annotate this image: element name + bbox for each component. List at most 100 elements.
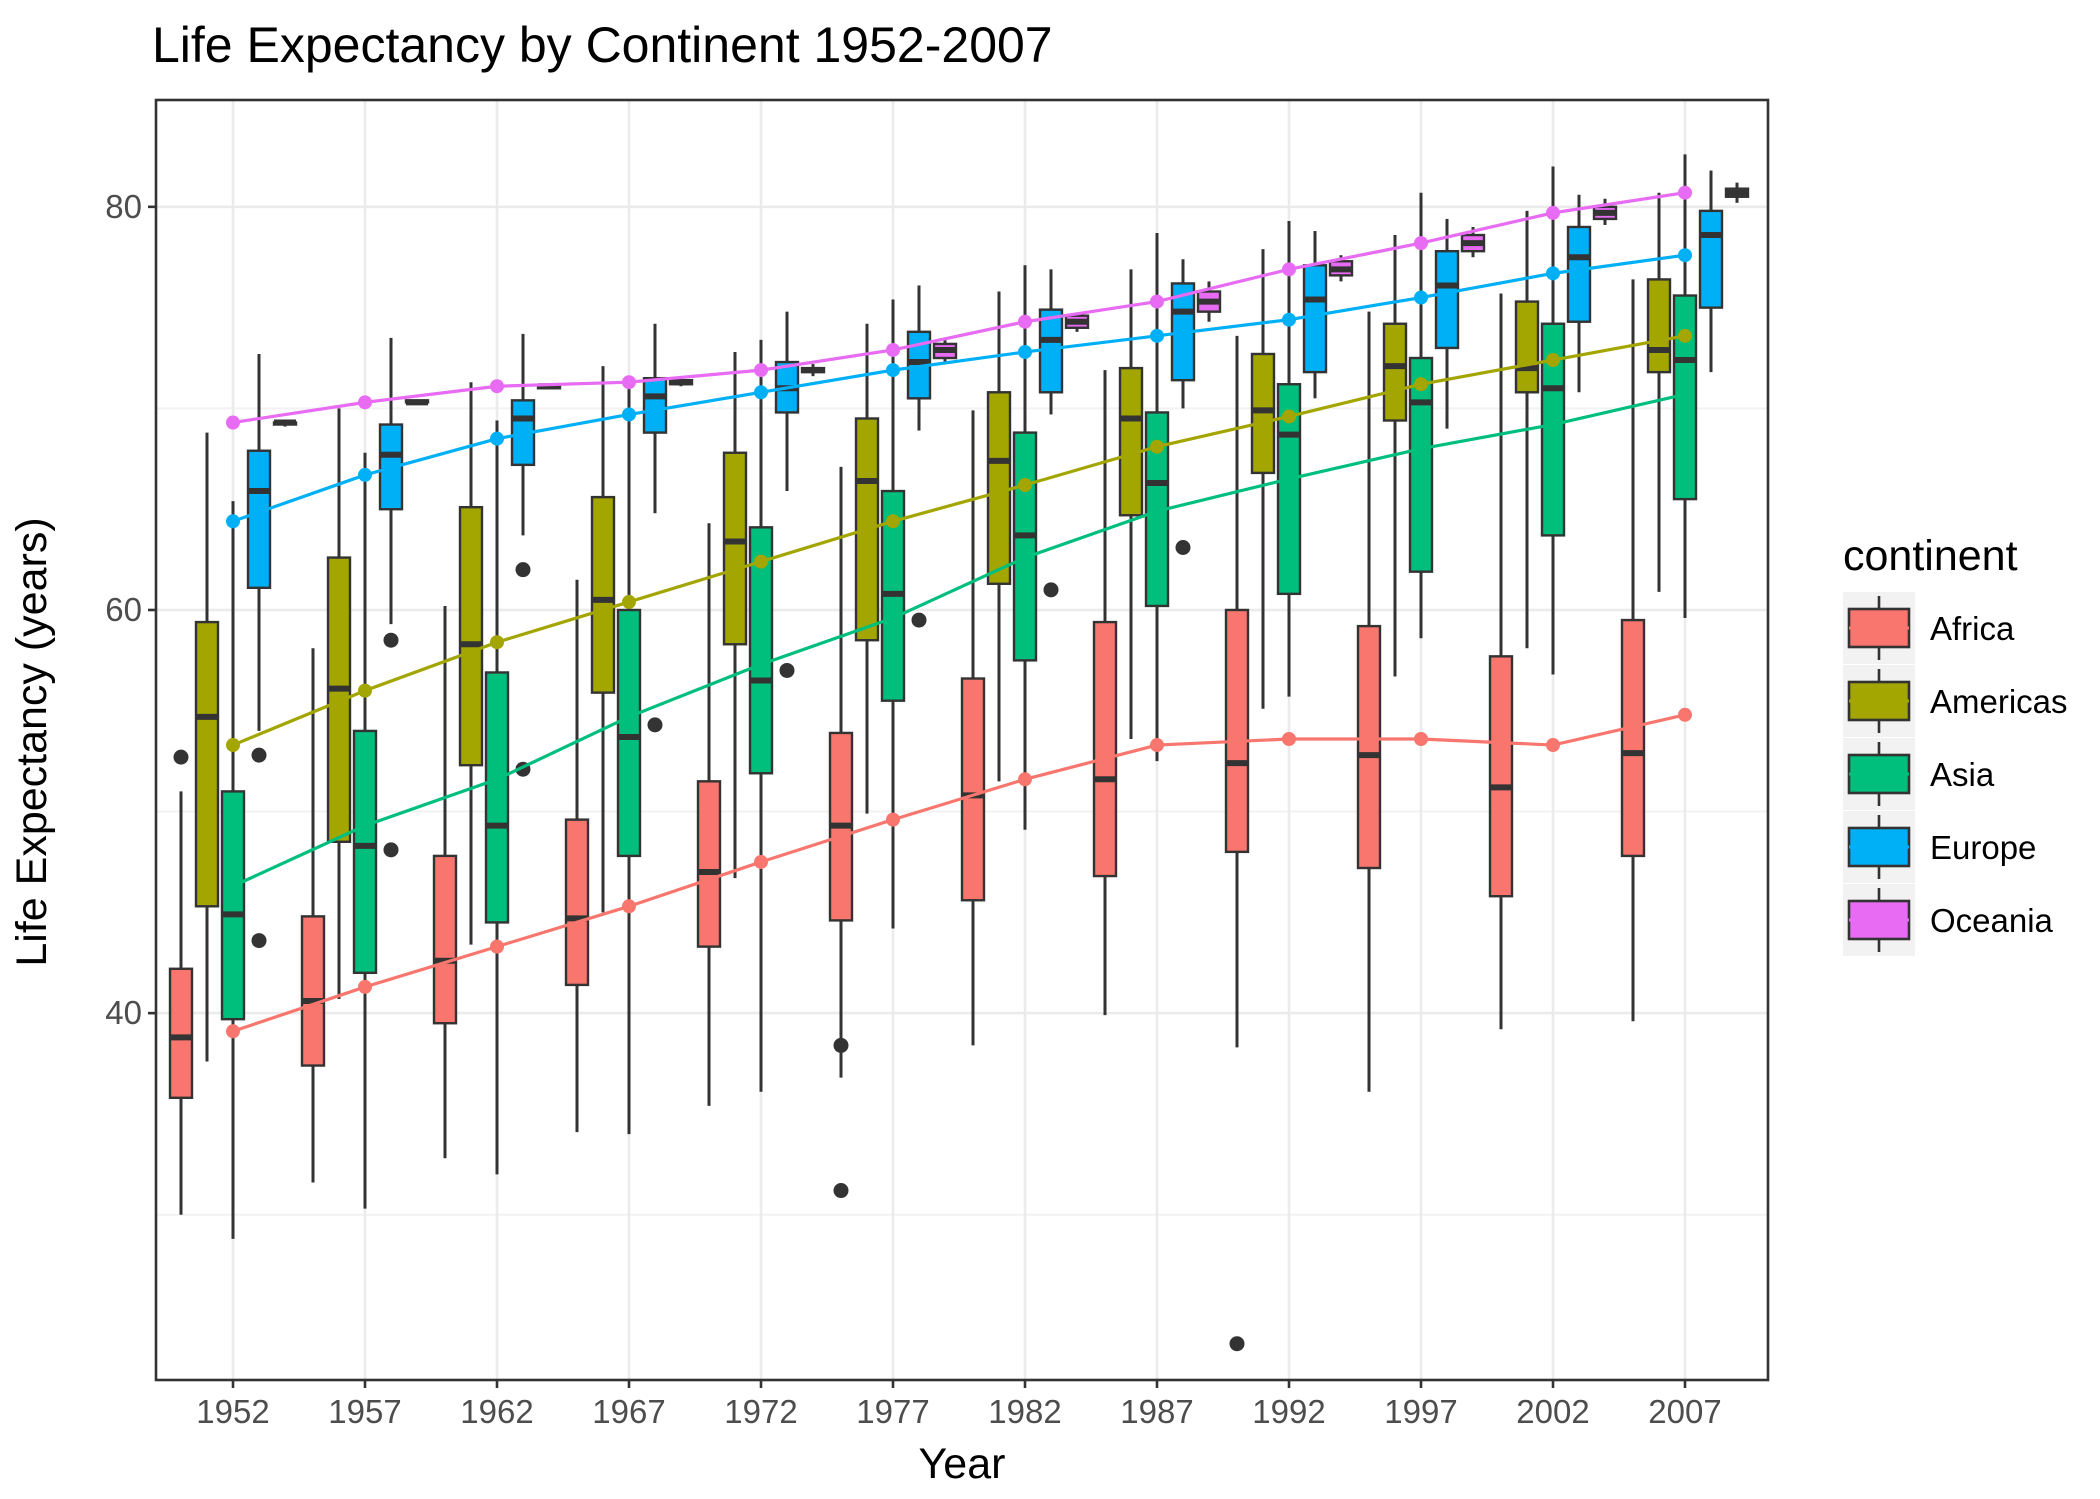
- mean-point-europe: [358, 467, 372, 482]
- boxplot-europe-1967: [642, 323, 668, 733]
- boxplot-asia-1967: [616, 380, 642, 1135]
- box-iqr: [484, 671, 510, 924]
- legend-label: Africa: [1930, 610, 2015, 647]
- box-iqr: [352, 729, 378, 975]
- box-iqr: [1698, 209, 1724, 309]
- chart-title: Life Expectancy by Continent 1952-2007: [152, 17, 1053, 73]
- mean-point-africa: [1282, 731, 1296, 746]
- x-tick-label: 1977: [856, 1393, 929, 1430]
- x-tick-label: 1992: [1252, 1393, 1325, 1430]
- x-tick-label: 2002: [1516, 1393, 1589, 1430]
- mean-point-americas: [1150, 439, 1164, 454]
- mean-point-asia: [226, 879, 240, 894]
- mean-point-asia: [1018, 550, 1032, 565]
- boxplot-asia-1977: [880, 299, 906, 929]
- outlier-point: [383, 632, 399, 648]
- boxplot-americas-1987: [1118, 269, 1144, 739]
- box-iqr: [1566, 225, 1592, 323]
- mean-point-africa: [1150, 738, 1164, 753]
- mean-point-americas: [226, 738, 240, 753]
- mean-point-americas: [1414, 377, 1428, 392]
- outlier-point: [911, 612, 927, 628]
- mean-line-americas: [232, 334, 1686, 747]
- mean-point-asia: [1546, 417, 1560, 432]
- mean-point-oceania: [1414, 236, 1428, 251]
- mean-point-africa: [1414, 731, 1428, 746]
- box-iqr: [1514, 300, 1540, 394]
- boxplot-asia-1997: [1408, 192, 1434, 639]
- boxplot-oceania-1957: [404, 399, 430, 406]
- boxplot-europe-1997: [1434, 218, 1460, 429]
- box-iqr: [748, 526, 774, 775]
- outlier-point: [173, 749, 189, 765]
- boxplot-africa-1997: [1356, 311, 1382, 1092]
- mean-point-africa: [226, 1024, 240, 1039]
- x-axis-title: Year: [919, 1440, 1006, 1488]
- y-tick-label: 40: [105, 994, 142, 1031]
- legend-item-europe: Europe: [1843, 811, 2036, 883]
- box-iqr: [1620, 618, 1646, 858]
- box-iqr: [590, 495, 616, 694]
- mean-point-oceania: [226, 415, 240, 430]
- mean-point-asia: [1150, 504, 1164, 519]
- mean-point-americas: [1678, 328, 1692, 343]
- mean-point-oceania: [1546, 205, 1560, 220]
- mean-point-europe: [754, 385, 768, 400]
- mean-point-asia: [1282, 471, 1296, 486]
- box-iqr: [642, 376, 668, 434]
- mean-point-americas: [1282, 409, 1296, 424]
- outlier-point: [779, 662, 795, 678]
- boxplot-oceania-1952: [272, 419, 298, 427]
- mean-point-oceania: [1150, 294, 1164, 309]
- boxplot-africa-1992: [1224, 335, 1250, 1352]
- mean-point-africa: [1546, 738, 1560, 753]
- box-iqr: [220, 790, 246, 1021]
- boxplot-americas-2007: [1646, 192, 1672, 592]
- mean-point-europe: [1150, 328, 1164, 343]
- x-tick-label: 1957: [328, 1393, 401, 1430]
- x-tick-label: 1962: [460, 1393, 533, 1430]
- mean-line-asia: [232, 392, 1686, 888]
- outlier-point: [833, 1183, 849, 1199]
- box-iqr: [986, 391, 1012, 585]
- mean-point-americas: [754, 554, 768, 569]
- box-iqr: [1408, 356, 1434, 573]
- y-axis-title: Life Expectancy (years): [8, 517, 56, 966]
- x-tick-label: 2007: [1648, 1393, 1721, 1430]
- mean-point-africa: [490, 939, 504, 954]
- boxplot-oceania-1977: [932, 337, 958, 365]
- outlier-point: [515, 562, 531, 578]
- boxplot-asia-1992: [1276, 220, 1302, 697]
- outlier-point: [833, 1037, 849, 1053]
- mean-point-oceania: [754, 363, 768, 378]
- box-iqr: [722, 451, 748, 646]
- boxplot-americas-1997: [1382, 235, 1408, 677]
- mean-point-europe: [226, 514, 240, 529]
- boxplot-americas-1992: [1250, 249, 1276, 709]
- mean-point-americas: [1546, 353, 1560, 368]
- box-iqr: [432, 854, 458, 1025]
- x-tick-label: 1972: [724, 1393, 797, 1430]
- boxplot-africa-1987: [1092, 370, 1118, 1016]
- box-iqr: [960, 677, 986, 902]
- box-iqr: [1012, 431, 1038, 662]
- legend-item-africa: Africa: [1843, 592, 2015, 664]
- mean-point-europe: [1282, 312, 1296, 327]
- mean-point-europe: [1018, 344, 1032, 359]
- boxplot-americas-2002: [1514, 210, 1540, 649]
- box-iqr: [696, 780, 722, 948]
- legend-label: Oceania: [1930, 902, 2054, 939]
- boxplot-americas-1972: [722, 351, 748, 879]
- legend-item-oceania: Oceania: [1843, 884, 2054, 956]
- outlier-point: [251, 747, 267, 763]
- legend-item-americas: Americas: [1843, 665, 2068, 737]
- box-iqr: [168, 967, 194, 1099]
- mean-line-europe: [232, 253, 1686, 523]
- axes: 40 60 80 1952 1957 1962 1967 1972 1977 1982 1987 19…: [105, 98, 1770, 1430]
- outlier-point: [251, 933, 267, 949]
- mean-point-oceania: [886, 342, 900, 357]
- mean-point-oceania: [1018, 314, 1032, 329]
- boxplot-oceania-1987: [1196, 281, 1222, 322]
